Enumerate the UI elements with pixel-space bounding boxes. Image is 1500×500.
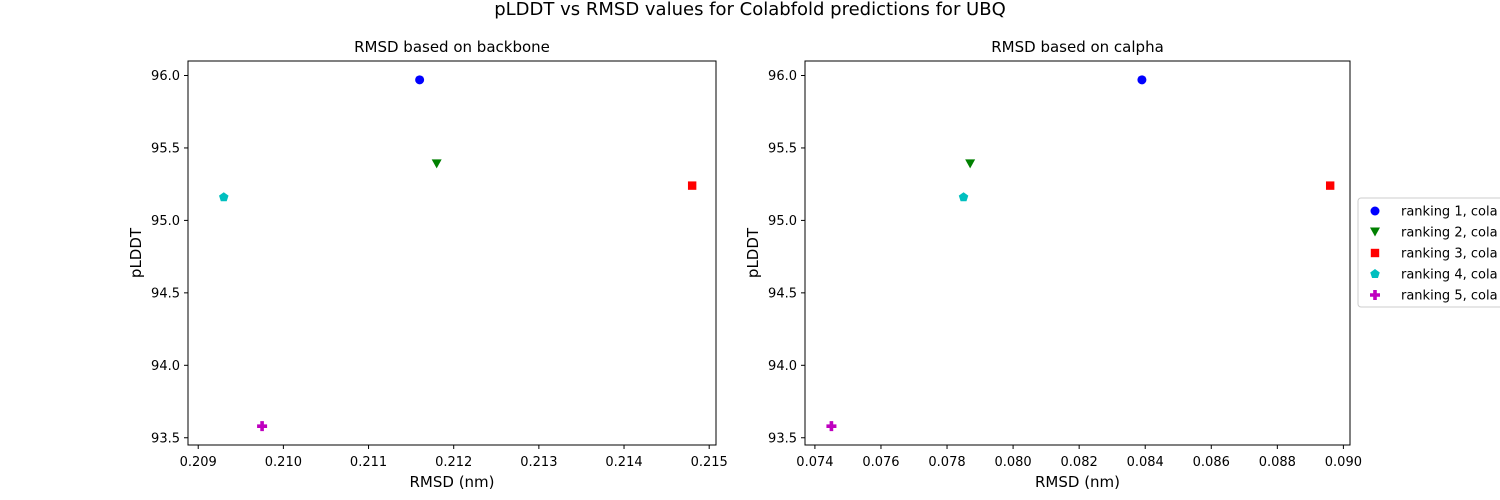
- data-point: [1137, 75, 1147, 85]
- y-tick-label: 94.0: [768, 359, 797, 374]
- x-tick-label: 0.086: [1193, 455, 1230, 470]
- x-tick-label: 0.082: [1061, 455, 1098, 470]
- data-point: [965, 159, 976, 169]
- x-tick-label: 0.214: [605, 455, 642, 470]
- plot-frame: [804, 60, 1351, 446]
- legend-label: ranking 1, cola: [1401, 205, 1498, 220]
- subplot-title: RMSD based on backbone: [354, 38, 550, 56]
- x-tick-label: 0.074: [796, 455, 833, 470]
- data-point: [826, 421, 837, 432]
- subplot-title: RMSD based on calpha: [991, 38, 1164, 56]
- y-tick-label: 95.5: [768, 141, 797, 156]
- y-tick-label: 96.0: [151, 69, 180, 84]
- data-point: [431, 159, 442, 169]
- x-tick-label: 0.213: [520, 455, 557, 470]
- legend: ranking 1, cola ranking 2, cola ranking 3,…: [1357, 197, 1500, 308]
- legend-marker: [1370, 290, 1380, 300]
- x-tick-label: 0.078: [928, 455, 965, 470]
- x-tick-label: 0.211: [350, 455, 387, 470]
- legend-marker: [1370, 227, 1380, 237]
- legend-marker: [1370, 248, 1380, 258]
- legend-label: ranking 4, cola: [1401, 268, 1498, 283]
- y-tick-label: 94.5: [151, 286, 180, 301]
- data-point: [687, 181, 697, 190]
- x-tick-label: 0.080: [994, 455, 1031, 470]
- x-axis-label: RMSD (nm): [1035, 473, 1120, 491]
- data-point: [219, 192, 229, 202]
- x-tick-label: 0.212: [435, 455, 472, 470]
- y-tick-label: 95.0: [151, 214, 180, 229]
- chart-panel-2: RMSD based on calpha 0.074 0.076 0.078 0.080…: [744, 38, 1362, 491]
- y-tick-label: 94.5: [768, 286, 797, 301]
- y-tick-label: 93.5: [768, 431, 797, 446]
- x-tick-label: 0.090: [1325, 455, 1362, 470]
- figure-title: pLDDT vs RMSD values for Colabfold predi…: [494, 0, 1006, 20]
- y-tick-label: 94.0: [151, 359, 180, 374]
- x-axis-label: RMSD (nm): [409, 473, 494, 491]
- y-tick-label: 95.0: [768, 214, 797, 229]
- y-axis-label: pLDDT: [744, 227, 762, 278]
- x-tick-label: 0.209: [180, 455, 217, 470]
- plot-frame: [187, 60, 717, 446]
- data-point: [1325, 181, 1335, 190]
- y-tick-label: 96.0: [768, 69, 797, 84]
- x-tick-label: 0.210: [265, 455, 302, 470]
- x-tick-label: 0.215: [691, 455, 728, 470]
- chart-panel-1: RMSD based on backbone 0.209 0.210 0.211 0.2…: [127, 38, 728, 491]
- legend-marker: [1370, 206, 1380, 216]
- x-tick-label: 0.076: [862, 455, 899, 470]
- legend-label: ranking 3, cola: [1401, 247, 1498, 262]
- legend-label: ranking 2, cola: [1401, 226, 1498, 241]
- y-axis-label: pLDDT: [127, 227, 145, 278]
- legend-label: ranking 5, cola: [1401, 289, 1498, 304]
- legend-marker: [1370, 269, 1380, 279]
- legend-frame: [1357, 197, 1500, 308]
- data-point: [958, 192, 969, 202]
- y-tick-label: 95.5: [151, 141, 180, 156]
- data-point: [257, 421, 268, 432]
- x-tick-label: 0.088: [1259, 455, 1296, 470]
- x-tick-label: 0.084: [1127, 455, 1164, 470]
- data-point: [415, 75, 425, 85]
- y-tick-label: 93.5: [151, 431, 180, 446]
